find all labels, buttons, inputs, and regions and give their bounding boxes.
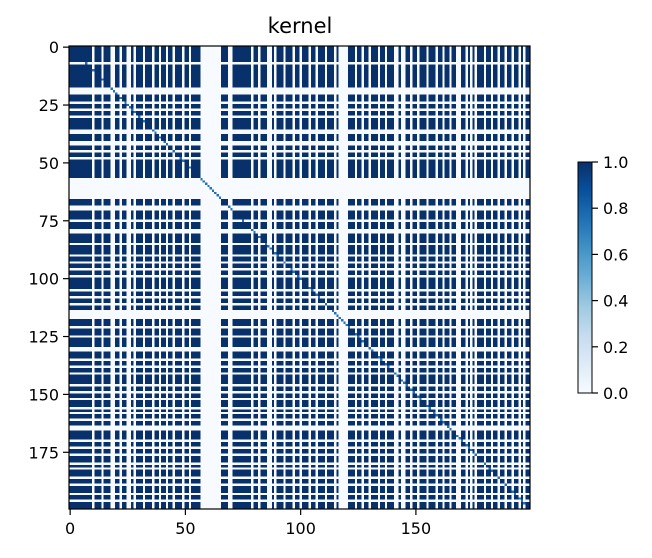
y-tick-label: 50 — [39, 154, 59, 173]
y-tick-label: 150 — [28, 385, 59, 404]
x-tick-label: 50 — [175, 519, 195, 538]
heatmap-plot — [68, 45, 531, 510]
y-tick-label: 25 — [39, 96, 59, 115]
colorbar-tick-label: 0.4 — [603, 292, 628, 311]
y-tick-label: 175 — [28, 443, 59, 462]
colorbar-tick-label: 1.0 — [603, 153, 628, 172]
colorbar-tick-label: 0.8 — [603, 199, 628, 218]
plot-frame — [68, 45, 531, 510]
y-tick-label: 100 — [28, 270, 59, 289]
chart-title: kernel — [268, 14, 333, 38]
y-tick-label: 0 — [49, 38, 59, 57]
heatmap-cells — [69, 46, 530, 509]
colorbar: 0.0 0.2 0.4 0.6 0.8 1.0 — [577, 153, 628, 403]
y-tick-label: 75 — [39, 212, 59, 231]
colorbar-tick-label: 0.6 — [603, 245, 628, 264]
colorbar-tick-label: 0.2 — [603, 338, 628, 357]
colorbar-ticks: 0.0 0.2 0.4 0.6 0.8 1.0 — [592, 153, 628, 403]
x-tick-label: 100 — [285, 519, 316, 538]
x-tick-label: 0 — [65, 519, 75, 538]
colorbar-gradient — [577, 161, 593, 394]
y-tick-label: 125 — [28, 328, 59, 347]
x-tick-label: 150 — [401, 519, 432, 538]
y-axis: 0 25 50 75 100 125 150 175 — [28, 38, 69, 462]
x-axis: 0 50 100 150 — [65, 509, 431, 538]
colorbar-tick-label: 0.0 — [603, 384, 628, 403]
